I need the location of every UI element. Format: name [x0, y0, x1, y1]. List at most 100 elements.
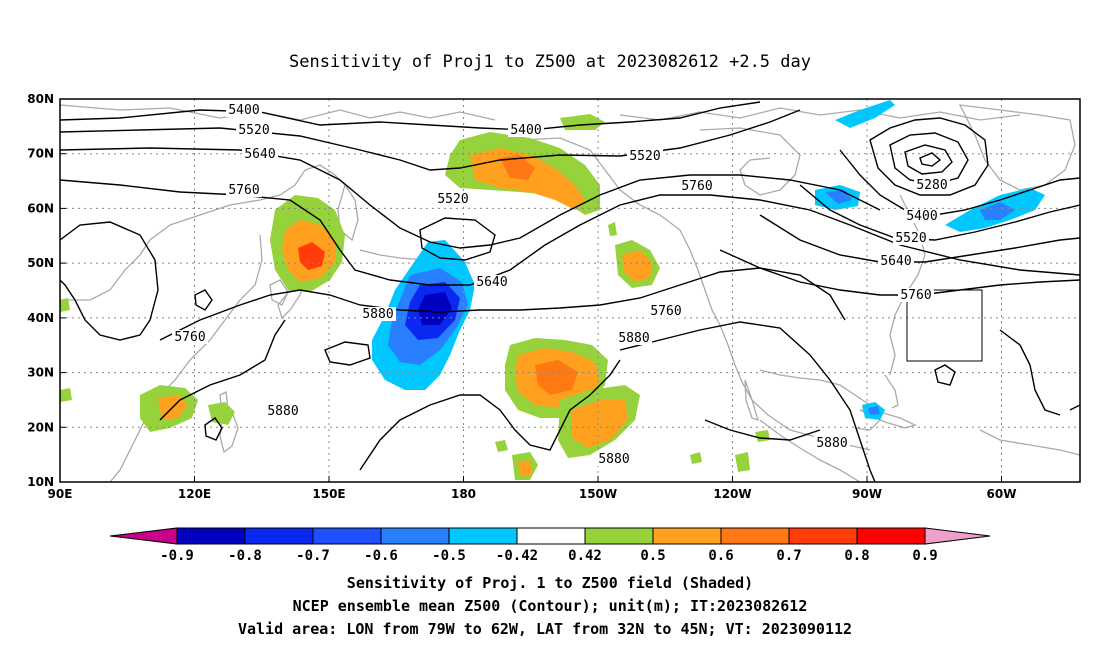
contour-low-arctic	[869, 117, 989, 196]
lat-label: 10N	[27, 475, 54, 489]
lon-label: 120W	[713, 487, 751, 501]
shade-scs-extra	[208, 402, 235, 425]
contour-5640-east	[759, 214, 1080, 263]
shade-alaska-orange	[622, 250, 652, 282]
colorbar-label: 0.7	[776, 548, 801, 564]
colorbar-label: -0.7	[296, 548, 330, 564]
colorbar-segment	[652, 527, 722, 545]
contour-label: 5640	[244, 147, 275, 162]
lon-label: 150E	[312, 487, 345, 501]
contour-label: 5640	[880, 254, 911, 269]
coast-central-america	[759, 419, 861, 482]
contour-small-5	[1069, 404, 1080, 411]
contour-label-bg	[474, 275, 510, 289]
contour-label: 5760	[174, 330, 205, 345]
shade-pacific-neg-darkest	[418, 292, 452, 325]
lon-label: 90W	[852, 487, 882, 501]
colorbar-label: -0.6	[364, 548, 398, 564]
colorbar-segment	[380, 527, 450, 545]
captions: Sensitivity of Proj. 1 to Z500 field (Sh…	[238, 574, 852, 638]
contour-5760-north	[60, 179, 1080, 286]
contour-label: 5880	[267, 404, 298, 419]
contour-label: 5880	[816, 436, 847, 451]
contour-5760-west	[60, 221, 159, 341]
lat-label: 70N	[27, 147, 54, 161]
contour-label-bg	[898, 288, 934, 302]
lat-label: 30N	[27, 366, 54, 380]
contour-label-bg	[814, 436, 850, 450]
contour-small-1	[194, 289, 213, 311]
colorbar-label: 0.42	[568, 548, 602, 564]
map-frame	[59, 98, 1081, 483]
lat-label: 80N	[27, 92, 54, 106]
contour-small-3	[204, 417, 223, 441]
contour-label: 5760	[228, 183, 259, 198]
contour-label: 5760	[900, 288, 931, 303]
colorbar-segment	[312, 527, 382, 545]
contour-low-3	[904, 144, 953, 175]
contour-label-group: 5400 5520 5640 5760 5400 5520 5520 5760 5640 5760…	[172, 103, 950, 467]
coast-south-america	[979, 429, 1080, 456]
contour-subtrop-east	[999, 329, 1061, 416]
coast-hudson	[699, 127, 801, 196]
lat-label: 20N	[27, 420, 54, 434]
colorbar-label: 0.9	[912, 548, 937, 564]
gridlines	[60, 99, 1080, 482]
shade-cuba-neg-mid	[868, 406, 880, 415]
lon-label: 90E	[48, 487, 73, 501]
coast-florida	[884, 374, 899, 409]
lon-label: 120E	[178, 487, 211, 501]
colorbar-label: -0.9	[160, 548, 194, 564]
contour-5880-pacific	[359, 359, 621, 471]
contour-label: 5760	[681, 179, 712, 194]
shade-arctic-red	[500, 155, 535, 180]
colorbar-segment	[516, 527, 586, 545]
colorbar-label: 0.8	[844, 548, 869, 564]
sensitivity-shading	[60, 100, 1045, 480]
contour-label: 5880	[618, 331, 649, 346]
contour-label: 5760	[650, 304, 681, 319]
lat-label: 60N	[27, 201, 54, 215]
shade-canada-neg-mid	[825, 190, 852, 204]
map-panel: 5400 5520 5640 5760 5400 5520 5520 5760 5640 5760…	[60, 99, 1080, 482]
contour-label-bg	[236, 123, 272, 137]
shade-greenland-neg-mid	[980, 202, 1015, 220]
colorbar-segment	[584, 527, 654, 545]
shade-arctic-neg	[835, 100, 895, 128]
coast-alaska	[469, 137, 871, 451]
colorbar-segment	[176, 527, 246, 545]
shade-south	[495, 222, 770, 480]
contour-label: 5520	[629, 149, 660, 164]
caption-line-2: NCEP ensemble mean Z500 (Contour); unit(…	[293, 597, 808, 615]
contour-label: 5520	[895, 231, 926, 246]
contour-low-pacific	[419, 217, 496, 261]
contour-label: 5640	[476, 275, 507, 290]
contour-label: 5400	[228, 103, 259, 118]
colorbar-arrow-high	[924, 527, 991, 545]
contour-5400-north	[60, 101, 761, 131]
contour-label-bg	[904, 209, 940, 223]
coast-arctic-asia	[60, 104, 496, 121]
contour-label-bg	[226, 183, 262, 197]
colorbar-segment	[448, 527, 518, 545]
colorbar-label: -0.8	[228, 548, 262, 564]
contour-label-bg	[914, 178, 950, 192]
longitude-labels: 90E 120E 150E 180 150W 120W 90W 60W	[48, 476, 1016, 501]
coast-us-east	[889, 194, 926, 376]
colorbar-label: -0.5	[432, 548, 466, 564]
contour-label-bg	[596, 452, 632, 466]
contour-label: 5280	[916, 178, 947, 193]
contour-label-bg	[172, 330, 208, 344]
valid-area-box	[906, 289, 983, 362]
colorbar-segment	[720, 527, 790, 545]
shade-south-orange	[518, 460, 532, 476]
coast-canada-arctic	[619, 107, 1021, 121]
contour-label-bg	[508, 123, 544, 137]
contour-5640-north	[60, 147, 881, 249]
caption-line-1: Sensitivity of Proj. 1 to Z500 field (Sh…	[347, 574, 753, 592]
contour-5880-east	[619, 321, 876, 482]
contour-5880-south	[159, 319, 286, 421]
contour-5880-far	[704, 419, 821, 441]
contour-label-bg	[360, 307, 396, 321]
contour-small-2	[324, 341, 371, 366]
